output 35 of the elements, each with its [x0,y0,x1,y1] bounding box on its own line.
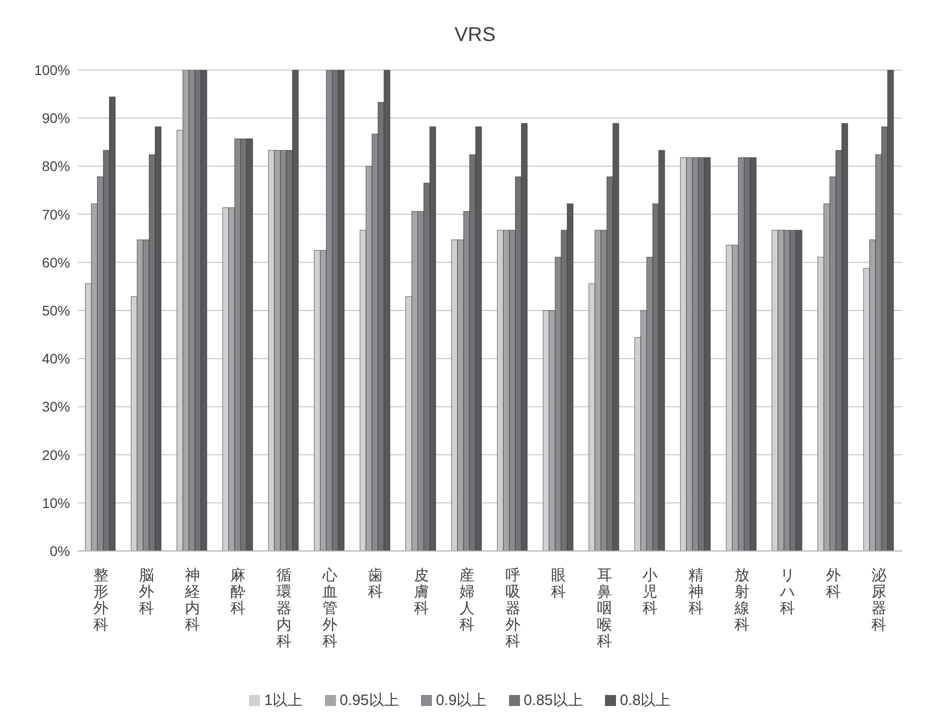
x-tick-label: 眼科 [551,567,566,600]
y-tick-label: 90% [42,110,70,126]
chart-title: VRS [453,23,497,48]
x-tick-label: 心血管外科 [321,567,338,650]
x-tick-label: 泌尿器科 [872,567,887,634]
legend-label: 0.9以上 [436,691,487,710]
y-tick-label: 50% [42,302,70,318]
x-tick-label: 産婦人科 [460,567,475,634]
y-tick-label: 10% [42,494,70,511]
x-tick-label: 脳外科 [139,567,154,617]
y-tick-label: 0% [50,542,70,559]
x-tick-label: 麻酔科 [230,567,246,617]
y-tick-label: 20% [42,446,70,463]
x-tick-label: 皮膚科 [414,567,429,617]
x-tick-label: 耳鼻咽喉科 [596,567,612,650]
y-tick-label: 70% [42,206,70,222]
x-tick-label: 循環器内科 [276,567,292,650]
y-tick-label: 100% [34,62,70,78]
x-tick-label: 呼吸器外科 [505,567,520,650]
legend-label: 0.8以上 [620,691,671,710]
x-tick-label: 神経内科 [184,567,200,634]
x-tick-label: 外科 [826,567,841,600]
y-tick-label: 30% [42,398,70,415]
x-tick-label: 精神科 [688,567,704,617]
legend-label: 0.95以上 [340,691,399,710]
x-tick-label: 歯科 [368,567,384,600]
y-tick-label: 60% [42,254,70,270]
x-tick-label: リハ科 [779,567,796,617]
x-tick-label: 小児科 [642,567,658,617]
legend-label: 0.85以上 [524,691,583,710]
legend-label: 1以上 [264,691,303,710]
y-tick-label: 40% [42,350,70,367]
x-tick-label: 整形外科 [93,567,108,634]
x-tick-label: 放射線科 [733,567,750,634]
y-tick-label: 80% [42,158,70,174]
